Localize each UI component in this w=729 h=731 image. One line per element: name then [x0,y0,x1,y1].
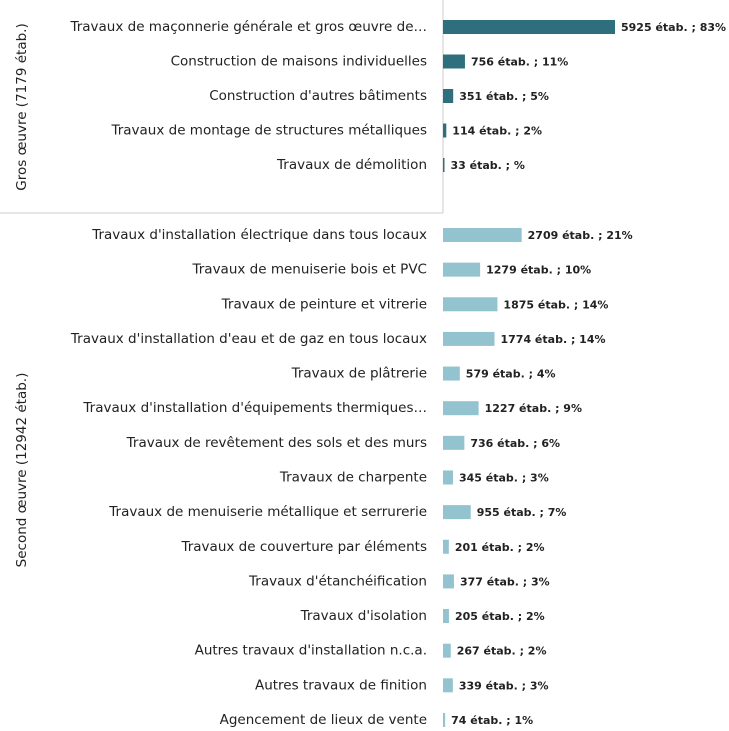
value-label: 33 étab. ; % [451,159,525,172]
value-label: 579 étab. ; 4% [466,368,556,381]
category-label: Construction d'autres bâtiments [209,88,427,104]
bar [443,331,495,346]
category-label: Travaux d'installation d'équipements the… [82,400,427,416]
bar [443,505,471,520]
category-label: Agencement de lieux de vente [220,712,427,728]
bar [443,574,454,589]
bar [443,435,465,450]
value-label: 114 étab. ; 2% [452,125,542,138]
category-label: Travaux de montage de structures métalli… [110,123,427,139]
category-label: Travaux de menuiserie bois et PVC [191,262,427,278]
bar [443,297,498,312]
value-label: 1774 étab. ; 14% [500,333,605,346]
bar [443,262,481,277]
group-label: Gros œuvre (7179 étab.) [14,23,30,190]
value-label: 201 étab. ; 2% [455,541,545,554]
value-label: 2709 étab. ; 21% [528,229,633,242]
category-label: Travaux de couverture par éléments [180,539,427,555]
value-label: 1875 étab. ; 14% [503,298,608,311]
bar [443,678,453,693]
category-label: Travaux de menuiserie métallique et serr… [108,504,427,520]
value-label: 339 étab. ; 3% [459,679,549,692]
category-label: Travaux de démolition [276,157,427,173]
value-label: 1227 étab. ; 9% [485,402,582,415]
value-label: 955 étab. ; 7% [477,506,567,519]
bar [443,609,449,624]
value-label: 205 étab. ; 2% [455,610,545,623]
bar [443,712,446,727]
category-label: Travaux d'étanchéification [248,573,427,589]
category-label: Travaux de maçonnerie générale et gros œ… [69,19,427,35]
value-label: 377 étab. ; 3% [460,575,550,588]
value-label: 736 étab. ; 6% [470,437,560,450]
value-label: 74 étab. ; 1% [451,714,533,727]
bar [443,228,522,242]
value-label: 267 étab. ; 2% [457,645,547,658]
value-label: 756 étab. ; 11% [471,56,568,69]
category-label: Travaux de revêtement des sols et des mu… [126,435,427,451]
bar [443,470,454,485]
category-label: Travaux de plâtrerie [291,366,427,382]
bar [443,158,445,172]
category-label: Travaux de peinture et vitrerie [221,296,427,312]
value-label: 1279 étab. ; 10% [486,264,591,277]
category-label: Construction de maisons individuelles [171,54,427,70]
value-label: 351 étab. ; 5% [459,90,549,103]
category-label: Travaux d'installation d'eau et de gaz e… [70,331,427,347]
value-label: 345 étab. ; 3% [459,471,549,484]
category-label: Autres travaux d'installation n.c.a. [195,643,427,659]
value-label: 5925 étab. ; 83% [621,21,726,34]
category-label: Travaux d'isolation [300,608,427,624]
bar [443,366,460,381]
bar [443,89,454,103]
bar [443,643,451,658]
category-label: Autres travaux de finition [255,677,427,693]
category-label: Travaux d'installation électrique dans t… [91,227,427,243]
bar [443,123,447,138]
category-label: Travaux de charpente [279,469,427,485]
bar [443,20,615,34]
bar [443,401,479,416]
bar [443,54,465,69]
bar [443,539,449,554]
group-label: Second œuvre (12942 étab.) [14,373,30,568]
